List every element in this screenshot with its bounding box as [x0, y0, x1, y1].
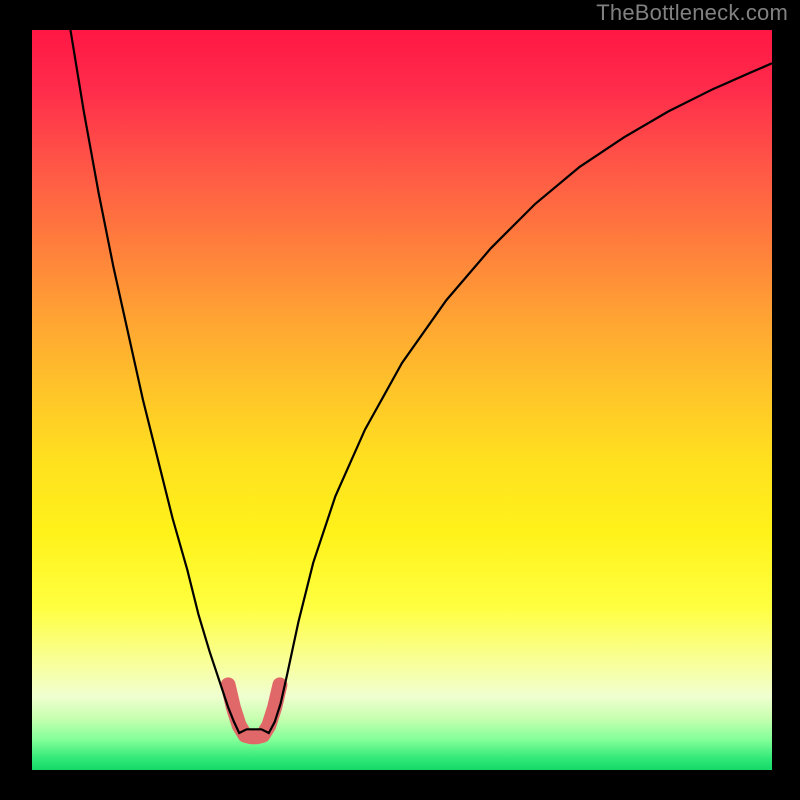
plot-area	[32, 30, 772, 770]
chart-container: TheBottleneck.com	[0, 0, 800, 800]
watermark-text: TheBottleneck.com	[596, 0, 788, 26]
curves-layer	[32, 30, 772, 770]
bottleneck-curve	[70, 30, 772, 733]
